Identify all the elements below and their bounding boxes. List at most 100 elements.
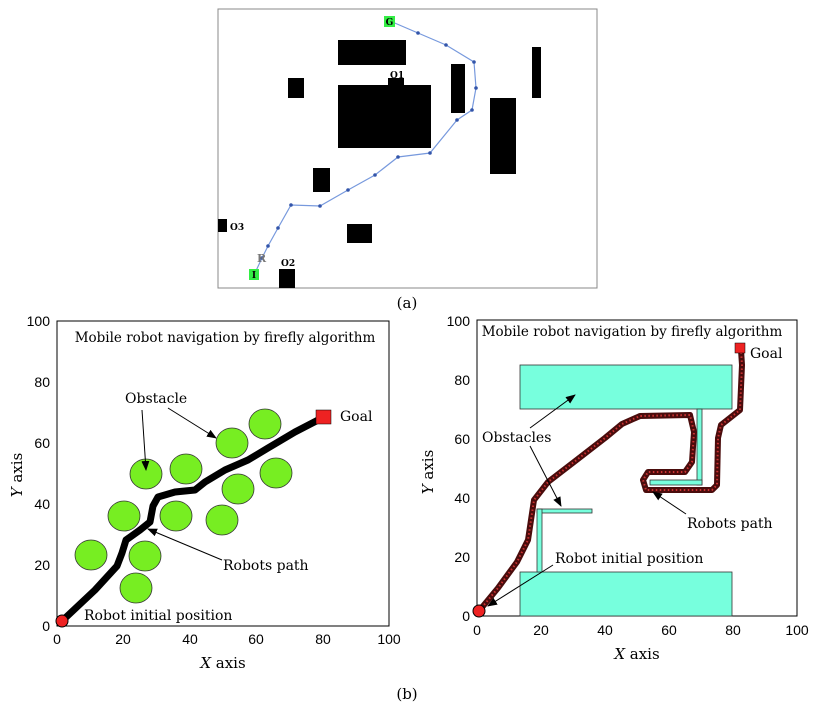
obstacle-circle: [205, 504, 239, 536]
left-start-label: Robot initial position: [84, 608, 232, 624]
obstacle-circle: [259, 457, 293, 489]
obstacle-block-o1: [338, 85, 431, 148]
obstacle-l-horizontal-right: [649, 479, 703, 486]
right-ytick: 20: [454, 549, 470, 565]
right-robot-path: [476, 347, 745, 614]
obstacle-l-vertical: [536, 508, 543, 573]
left-goal-label: Goal: [340, 409, 373, 425]
obstacle-rect-bottom: [519, 571, 733, 617]
right-xtick: 20: [533, 622, 549, 638]
right-start-label: Robot initial position: [555, 551, 703, 567]
left-path-arrow: [147, 528, 223, 561]
left-goal-marker: [315, 409, 332, 425]
obstacle-block-o3: [218, 219, 227, 232]
obstacle-circle: [248, 408, 282, 440]
left-x-axis-label: X axis: [199, 654, 245, 672]
left-robot-path: [58, 414, 326, 625]
right-ytick: 100: [447, 313, 471, 329]
obstacle-block-o2: [279, 269, 295, 288]
panel-b-left: Mobile robot navigation by firefly algor…: [8, 313, 401, 672]
right-ytick: 80: [454, 372, 470, 388]
left-plot-title: Mobile robot navigation by firefly algor…: [75, 330, 376, 346]
left-ytick: 80: [34, 374, 50, 390]
left-ytick: 0: [42, 618, 50, 634]
left-xtick: 80: [315, 631, 331, 647]
left-xtick: 20: [115, 631, 131, 647]
left-start-marker: [55, 614, 69, 628]
obstacle-block: [388, 78, 404, 88]
obstacle-block: [288, 78, 304, 98]
left-ytick: 60: [34, 435, 50, 451]
obstacle-circle: [107, 500, 141, 532]
panel-a-obstacles: [218, 40, 541, 288]
obstacle-circle: [159, 500, 193, 532]
panel-a-robot-label: R: [257, 252, 267, 265]
left-xtick: 40: [182, 631, 198, 647]
right-goal-label: Goal: [750, 346, 783, 362]
panel-a-o1-label: O1: [390, 71, 404, 81]
left-y-axis-label: Y axis: [8, 453, 26, 498]
obstacle-circle: [74, 539, 108, 571]
left-ytick: 40: [34, 496, 50, 512]
right-obstacles-arrow: [529, 445, 562, 507]
right-path-arrow: [652, 491, 687, 515]
left-xtick: 100: [377, 631, 401, 647]
obstacle-rect-top: [519, 364, 733, 410]
right-path-label: Robots path: [687, 516, 773, 532]
obstacle-circle: [169, 453, 203, 485]
panel-a-o3-label: O3: [230, 223, 244, 233]
panel-a-start-marker: [249, 269, 259, 280]
right-plot-frame: [476, 319, 798, 617]
right-start-arrow: [487, 564, 554, 607]
right-y-axis-label: Y axis: [419, 450, 437, 495]
right-plot-title: Mobile robot navigation by firefly algor…: [482, 324, 783, 340]
right-xtick: 0: [473, 622, 481, 638]
caption-a: (a): [397, 294, 418, 312]
right-y-ticks: 0 20 40 60 80 100: [447, 313, 471, 624]
obstacle-block: [451, 64, 465, 113]
obstacle-circle: [221, 473, 255, 505]
right-xtick: 100: [785, 622, 809, 638]
right-xtick: 80: [725, 622, 741, 638]
left-obstacles: [74, 408, 293, 604]
obstacle-block: [532, 47, 541, 98]
left-ytick: 100: [27, 313, 51, 329]
right-x-axis-label: X axis: [613, 645, 659, 663]
panel-b-right: Mobile robot navigation by firefly algor…: [419, 313, 809, 663]
right-obstacles: [519, 364, 733, 617]
obstacle-block: [313, 168, 330, 192]
obstacle-circle: [119, 572, 153, 604]
left-obstacle-label: Obstacle: [125, 391, 187, 407]
obstacle-circle: [215, 427, 249, 459]
left-x-ticks: 0 20 40 60 80 100: [53, 631, 401, 647]
obstacle-l-horizontal: [536, 508, 593, 514]
left-obstacle-arrow: [141, 409, 150, 471]
left-path-label: Robots path: [223, 558, 309, 574]
right-ytick: 40: [454, 490, 470, 506]
obstacle-circle: [129, 458, 163, 490]
obstacle-block: [347, 224, 372, 243]
right-ytick: 0: [462, 608, 470, 624]
left-xtick: 60: [248, 631, 264, 647]
right-xtick: 40: [597, 622, 613, 638]
obstacle-l-vertical-right: [696, 408, 703, 486]
panel-a-goal-label: G: [386, 18, 394, 28]
right-ytick: 60: [454, 431, 470, 447]
panel-a-path-nodes: [260, 31, 478, 260]
right-start-marker: [472, 604, 486, 618]
panel-a-o2-label: O2: [281, 259, 295, 269]
left-obstacle-arrow: [167, 407, 217, 439]
panel-a: G I R O1 O2 O3: [217, 8, 598, 289]
panel-a-start-label: I: [252, 271, 256, 281]
obstacle-block: [338, 40, 406, 65]
caption-b: (b): [396, 685, 417, 703]
obstacle-block: [490, 98, 516, 174]
right-xtick: 60: [661, 622, 677, 638]
left-ytick: 20: [34, 557, 50, 573]
right-obstacles-arrow: [529, 394, 576, 429]
left-y-ticks: 0 20 40 60 80 100: [27, 313, 51, 634]
left-xtick: 0: [53, 631, 61, 647]
right-goal-marker: [734, 342, 746, 354]
right-x-ticks: 0 20 40 60 80 100: [473, 622, 809, 638]
